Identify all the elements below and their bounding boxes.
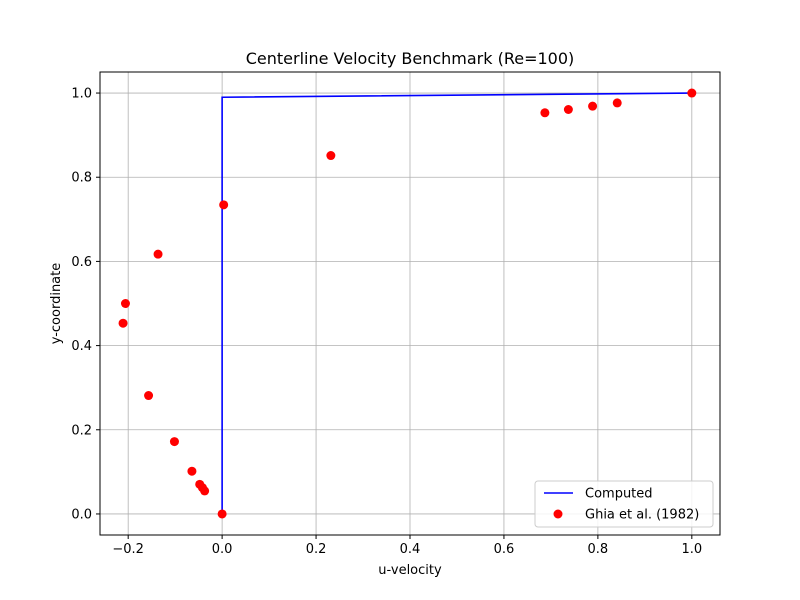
data-point-ghia [563,105,573,115]
chart-title: Centerline Velocity Benchmark (Re=100) [246,49,575,68]
data-point-ghia [612,98,622,108]
legend-label: Computed [585,487,653,502]
series-line-computed [221,92,692,514]
data-point-ghia [326,151,336,161]
y-tick-label: 0.4 [71,339,92,354]
data-point-ghia [187,466,197,476]
data-point-ghia [195,479,205,489]
legend: Computed Ghia et al. (1982) [534,480,714,528]
data-point-ghia [153,249,163,259]
ticks: −0.2 0.0 0.2 0.4 0.6 0.8 1.0 0.0 0.2 0.4 0.6 0.8 1.0 [71,87,702,557]
series-layer [118,88,697,519]
data-point-ghia [120,299,130,308]
data-point-ghia [219,200,229,210]
y-tick-label: 0.0 [71,507,92,522]
x-tick-label: 0.2 [306,542,327,557]
y-tick-label: 0.2 [71,423,92,438]
legend-label: Ghia et al. (1982) [585,508,699,523]
data-point-ghia [540,108,550,118]
y-tick-label: 0.8 [71,171,92,186]
data-point-ghia [169,437,179,447]
data-point-ghia [687,88,697,98]
x-tick-label: 0.8 [588,542,609,557]
x-tick-label: 1.0 [681,542,702,557]
x-tick-label: 0.6 [494,542,515,557]
legend-swatch-marker [553,509,563,519]
y-axis-label: y-coordinate [49,263,64,345]
y-tick-label: 0.6 [71,255,92,270]
x-axis-label: u-velocity [378,563,442,578]
data-point-ghia [588,101,598,111]
y-tick-label: 1.0 [71,87,92,102]
data-point-ghia [118,318,128,328]
x-tick-label: 0.0 [212,542,233,557]
data-point-ghia [217,509,227,519]
data-point-ghia [144,391,154,401]
x-tick-label: −0.2 [112,542,144,557]
legend-box [534,480,714,528]
x-tick-label: 0.4 [400,542,421,557]
